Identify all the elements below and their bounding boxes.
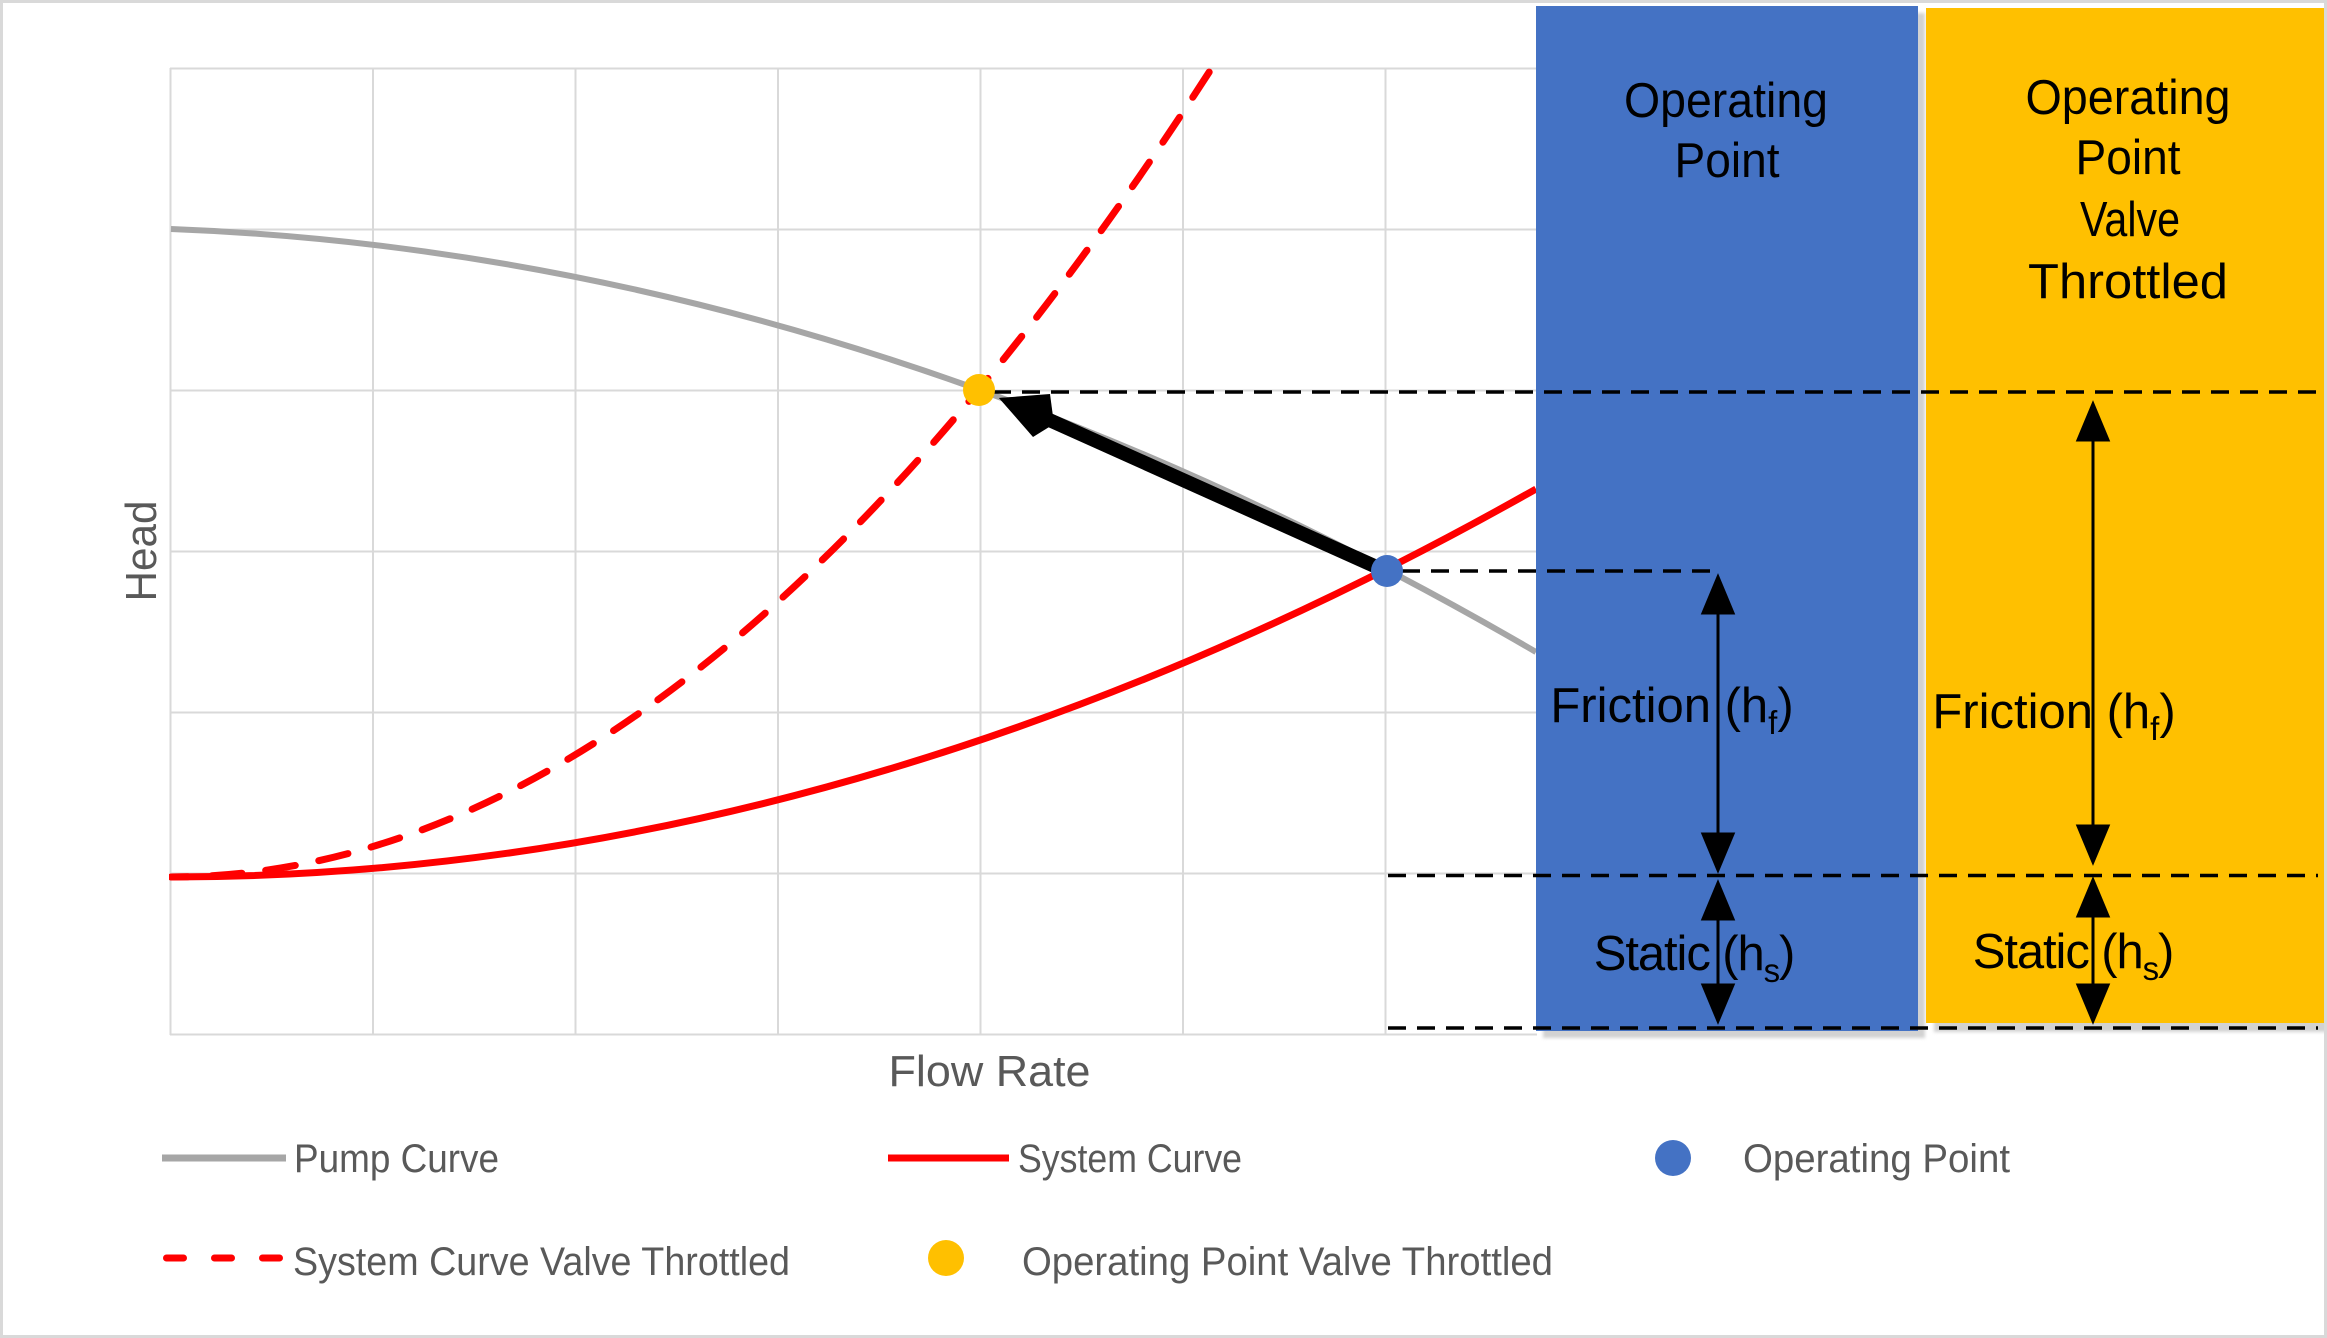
svg-text:Point: Point [2076, 131, 2181, 185]
svg-text:Operating: Operating [2026, 71, 2231, 125]
svg-text:Operating Point: Operating Point [1743, 1137, 2010, 1181]
svg-text:Head: Head [117, 501, 166, 602]
svg-text:Friction (hf): Friction (hf) [1550, 679, 1793, 741]
svg-text:Operating Point Valve Throttle: Operating Point Valve Throttled [1022, 1240, 1553, 1284]
svg-text:Pump Curve: Pump Curve [294, 1137, 499, 1181]
svg-text:Static (hs): Static (hs) [1594, 927, 1794, 989]
svg-text:Operating: Operating [1624, 74, 1828, 128]
svg-text:Static (hs): Static (hs) [1973, 925, 2173, 987]
svg-text:Friction (hf): Friction (hf) [1932, 685, 2175, 747]
svg-text:Flow Rate: Flow Rate [889, 1047, 1091, 1096]
svg-text:Throttled: Throttled [2028, 255, 2228, 309]
svg-text:Point: Point [1675, 134, 1780, 188]
svg-text:System Curve: System Curve [1018, 1137, 1242, 1181]
svg-text:System Curve Valve Throttled: System Curve Valve Throttled [293, 1240, 790, 1284]
svg-text:Valve: Valve [2080, 193, 2180, 247]
